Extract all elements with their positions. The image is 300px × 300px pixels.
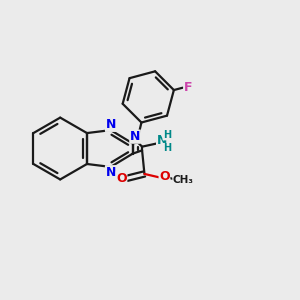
Text: CH₃: CH₃	[173, 175, 194, 185]
Text: H: H	[163, 130, 171, 140]
Text: N: N	[106, 118, 116, 131]
Text: N: N	[106, 166, 116, 179]
Text: O: O	[159, 170, 170, 183]
Text: O: O	[116, 172, 127, 185]
Text: N: N	[130, 130, 140, 143]
Text: F: F	[184, 81, 192, 94]
Text: H: H	[163, 143, 171, 153]
Text: N: N	[157, 134, 167, 147]
